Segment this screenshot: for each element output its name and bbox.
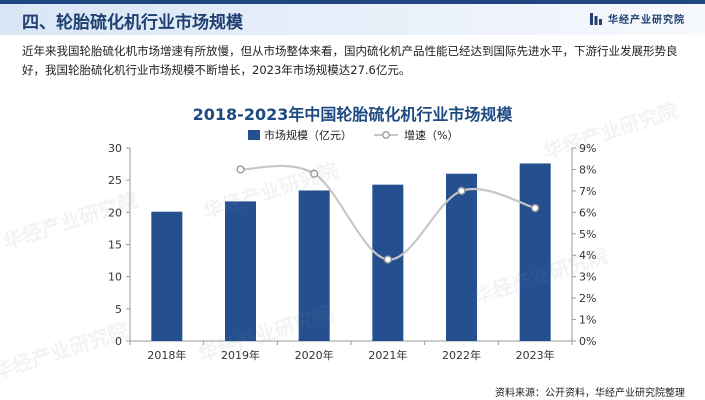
y-right-tick-label: 1% <box>579 314 596 327</box>
growth-point <box>236 165 245 174</box>
x-tick-label: 2021年 <box>368 348 407 362</box>
y-left-tick-label: 30 <box>108 142 122 155</box>
section-header: 四、轮胎硫化机行业市场规模 华经产业研究院 <box>0 0 705 35</box>
legend-line-label: 增速（%） <box>404 128 458 142</box>
x-tick-label: 2022年 <box>442 348 481 362</box>
y-right-tick-label: 8% <box>579 163 596 176</box>
x-tick-label: 2023年 <box>516 348 555 362</box>
y-right-tick-label: 6% <box>579 206 596 219</box>
bar <box>151 211 183 341</box>
header-accent-bar <box>0 0 705 4</box>
growth-point <box>383 255 392 264</box>
y-right-tick-label: 2% <box>579 292 596 305</box>
legend-bar-label: 市场规模（亿元） <box>264 128 352 142</box>
x-tick-label: 2020年 <box>295 348 334 362</box>
y-right-tick-label: 4% <box>579 249 596 262</box>
y-right-tick-label: 9% <box>579 142 596 155</box>
y-left-tick-label: 0 <box>115 335 122 348</box>
x-tick-label: 2018年 <box>147 348 186 362</box>
bar <box>446 173 477 341</box>
bar <box>519 163 551 341</box>
intro-paragraph: 近年来我国轮胎硫化机市场增速有所放慢，但从市场整体来看，国内硫化机产品性能已经达… <box>22 44 678 77</box>
bar <box>225 201 256 341</box>
chart-title: 2018-2023年中国轮胎硫化机行业市场规模 <box>192 105 513 124</box>
x-tick-label: 2019年 <box>221 348 260 362</box>
source-note: 资料来源：公开资料，华经产业研究院整理 <box>495 388 685 399</box>
legend-line-marker <box>382 131 390 139</box>
brand-name: 华经产业研究院 <box>608 15 685 26</box>
y-right-tick-label: 7% <box>579 185 596 198</box>
y-right-tick-label: 0% <box>579 335 596 348</box>
y-right-tick-label: 5% <box>579 228 596 241</box>
growth-point <box>531 203 540 213</box>
brand-logo-icon <box>590 12 602 25</box>
y-left-tick-label: 5 <box>115 303 122 316</box>
section-title: 四、轮胎硫化机行业市场规模 <box>22 13 243 33</box>
y-left-tick-label: 25 <box>108 174 122 187</box>
growth-point <box>457 186 466 195</box>
y-left-tick-label: 15 <box>108 239 122 252</box>
y-left-tick-label: 10 <box>108 271 122 284</box>
legend-bar-swatch <box>248 130 260 140</box>
y-right-tick-label: 3% <box>579 271 596 284</box>
y-left-tick-label: 20 <box>108 206 122 219</box>
bar <box>298 190 330 341</box>
brand: 华经产业研究院 <box>590 11 685 26</box>
growth-point <box>310 169 319 178</box>
